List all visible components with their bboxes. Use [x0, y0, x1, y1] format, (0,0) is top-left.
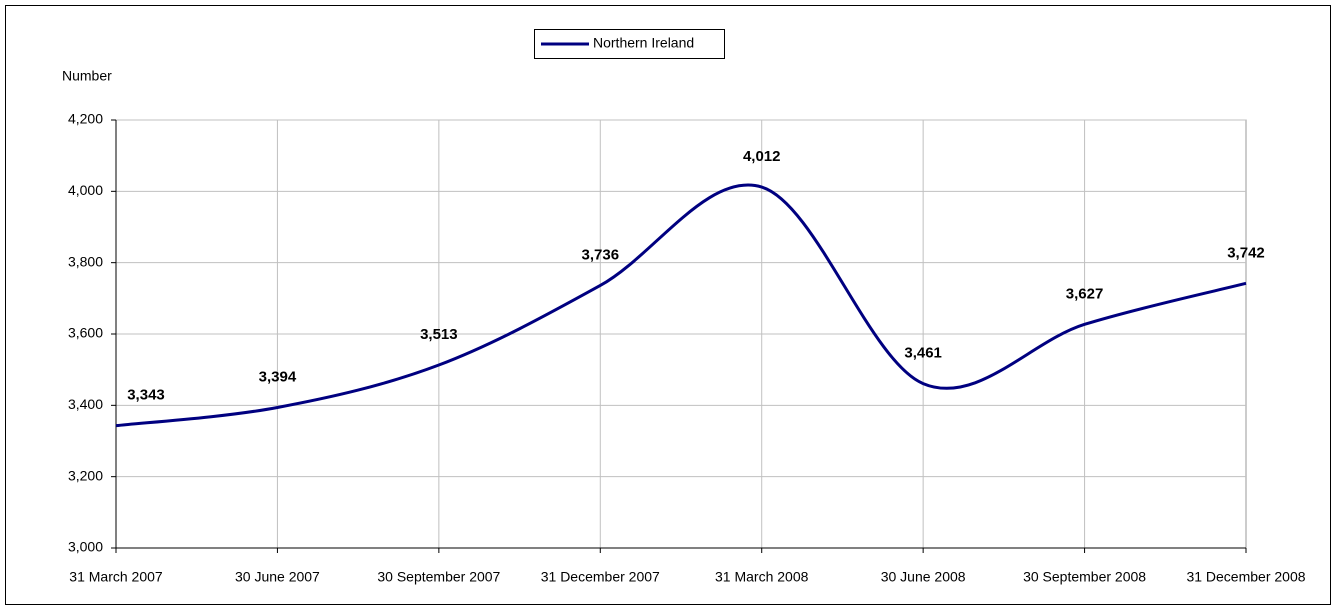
data-label: 3,513: [420, 326, 458, 343]
y-axis-label: Number: [62, 68, 112, 84]
data-label: 3,394: [259, 368, 297, 385]
data-label: 3,742: [1227, 244, 1265, 261]
y-tick-label: 3,800: [68, 253, 103, 269]
y-tick-label: 3,200: [68, 467, 103, 483]
x-tick-label: 30 June 2007: [235, 569, 320, 585]
data-label: 3,736: [582, 246, 620, 263]
legend-label: Northern Ireland: [593, 35, 694, 51]
data-label: 3,461: [904, 345, 942, 362]
data-line: [115, 183, 1247, 428]
x-tick-label: 30 September 2008: [1023, 569, 1146, 585]
data-label: 3,343: [127, 387, 165, 404]
x-tick-label: 30 September 2007: [377, 569, 500, 585]
data-label: 4,012: [743, 148, 781, 165]
x-tick-label: 31 December 2007: [541, 569, 660, 585]
y-tick-label: 3,000: [68, 539, 103, 555]
y-tick-label: 4,000: [68, 182, 103, 198]
x-tick-label: 31 March 2008: [715, 569, 809, 585]
x-tick-label: 30 June 2008: [881, 569, 966, 585]
x-tick-label: 31 December 2008: [1186, 569, 1305, 585]
y-tick-label: 4,200: [68, 111, 103, 127]
y-tick-label: 3,400: [68, 396, 103, 412]
x-tick-label: 31 March 2007: [69, 569, 163, 585]
data-label: 3,627: [1066, 285, 1104, 302]
y-tick-label: 3,600: [68, 325, 103, 341]
